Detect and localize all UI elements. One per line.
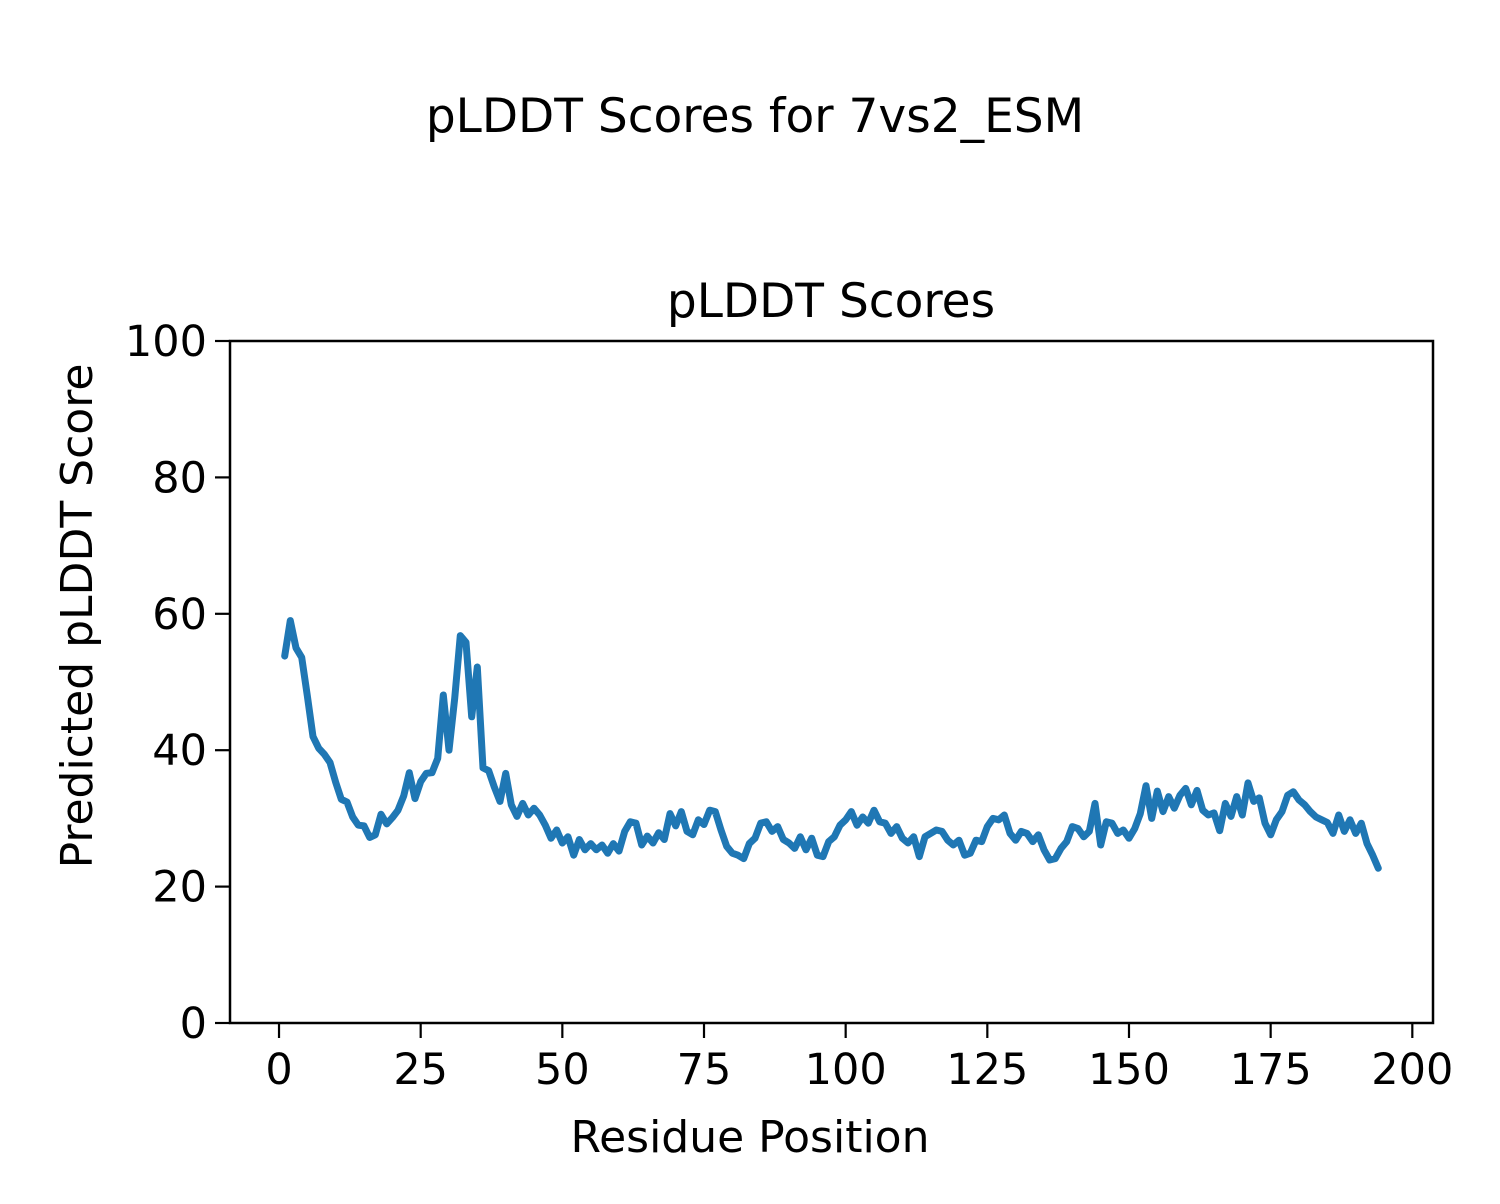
y-tick-label: 80	[152, 453, 207, 503]
x-tick-label: 75	[677, 1045, 732, 1095]
plddt-line-series	[281, 617, 1382, 872]
x-tick-label: 200	[1371, 1045, 1453, 1095]
y-tick-label: 0	[180, 999, 207, 1049]
y-tick-label: 20	[152, 863, 207, 913]
y-tick-label: 40	[152, 726, 207, 776]
x-axis-ticks: 0 25 50 75 100 125 150 175 200	[265, 1023, 1453, 1095]
plot-area	[228, 339, 1435, 1025]
figure-title: pLDDT Scores for 7vs2_ESM	[426, 89, 1084, 144]
chart-title: pLDDT Scores	[667, 274, 995, 329]
x-tick-label: 25	[393, 1045, 448, 1095]
x-tick-label: 150	[1088, 1045, 1170, 1095]
y-axis-label: Predicted pLDDT Score	[52, 364, 103, 869]
x-tick-label: 125	[946, 1045, 1028, 1095]
series-group	[281, 617, 1382, 872]
x-tick-label: 175	[1230, 1045, 1312, 1095]
x-tick-label: 100	[805, 1045, 887, 1095]
x-tick-label: 0	[265, 1045, 292, 1095]
y-tick-label: 60	[152, 590, 207, 640]
y-tick-label: 100	[125, 317, 207, 367]
x-tick-label: 50	[535, 1045, 590, 1095]
y-axis-ticks: 0 20 40 60 80 100	[125, 317, 230, 1049]
x-axis-label: Residue Position	[570, 1112, 929, 1163]
